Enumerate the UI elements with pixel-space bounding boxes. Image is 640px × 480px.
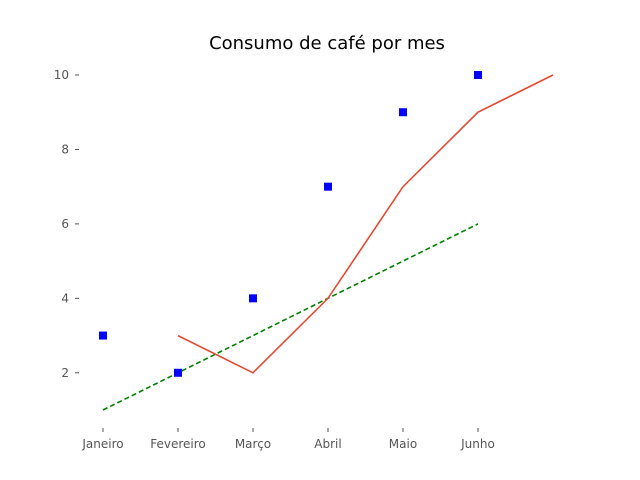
series-layer — [99, 71, 554, 411]
y-tick-label: 8 — [61, 142, 69, 156]
x-tick-label: Janeiro — [81, 437, 123, 451]
y-tick-label: 6 — [61, 217, 69, 231]
scatter-point — [174, 368, 182, 377]
x-axis: Janeiro Fevereiro Março Abril Maio Junho — [81, 428, 495, 451]
scatter-point — [324, 182, 332, 191]
scatter-point — [249, 294, 257, 303]
x-tick-label: Maio — [389, 437, 417, 451]
series-line-dashed — [102, 223, 479, 411]
series-line-solid — [177, 74, 554, 374]
y-tick-label: 10 — [54, 68, 69, 82]
y-tick-label: 2 — [61, 366, 69, 380]
x-tick-label: Abril — [314, 437, 341, 451]
scatter-point — [99, 331, 107, 340]
y-axis: 2 4 6 8 10 — [54, 68, 79, 380]
x-tick-label: Fevereiro — [150, 437, 206, 451]
scatter-point — [474, 71, 482, 79]
chart-title: Consumo de café por mes — [209, 33, 445, 54]
y-tick-label: 4 — [61, 291, 69, 305]
x-tick-label: Março — [235, 437, 271, 451]
scatter-point — [399, 108, 407, 117]
x-tick-label: Junho — [460, 437, 495, 451]
